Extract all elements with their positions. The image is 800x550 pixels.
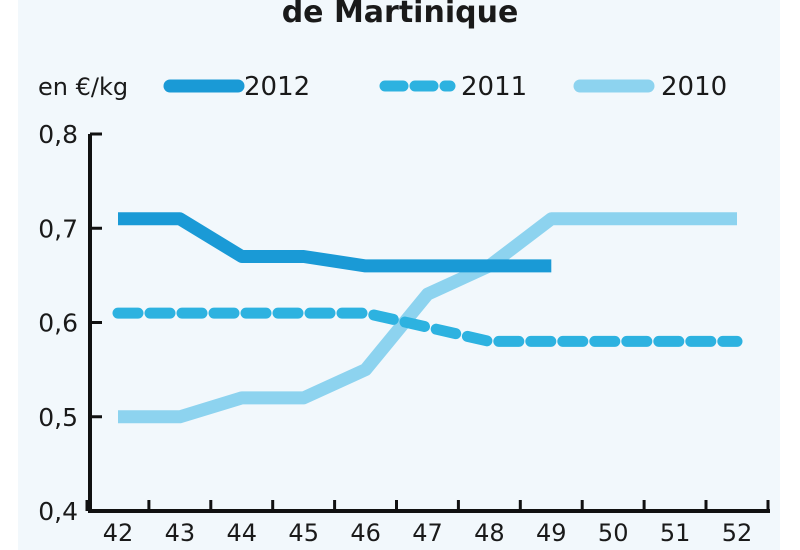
y-tick-label: 0,8 — [38, 120, 78, 149]
y-tick-label: 0,6 — [38, 309, 78, 338]
chart-title: de Martinique — [282, 0, 519, 30]
x-tick-label: 45 — [288, 519, 319, 547]
legend-label-2010: 2010 — [661, 72, 727, 102]
data-point-2010 — [116, 415, 120, 419]
data-point-2010 — [735, 217, 739, 221]
data-point-2012 — [116, 217, 120, 221]
data-point-2010 — [673, 217, 677, 221]
data-point-2010 — [240, 396, 244, 400]
x-tick-label: 42 — [103, 519, 134, 547]
data-point-2011 — [735, 339, 739, 343]
legend-label-2012: 2012 — [244, 72, 310, 102]
data-point-2011 — [364, 311, 368, 315]
x-tick-label: 51 — [660, 519, 691, 547]
data-point-2011 — [487, 339, 491, 343]
data-point-2010 — [611, 217, 615, 221]
x-tick-label: 47 — [412, 519, 443, 547]
series-line-2010 — [118, 212, 737, 424]
data-point-2011 — [302, 311, 306, 315]
data-point-2010 — [364, 368, 368, 372]
x-tick-label: 52 — [722, 519, 753, 547]
data-point-2010 — [302, 396, 306, 400]
data-point-2010 — [178, 415, 182, 419]
series-layer — [112, 212, 743, 424]
data-point-2012 — [240, 255, 244, 259]
panel-background — [18, 0, 780, 550]
data-point-2011 — [549, 339, 553, 343]
y-tick-label: 0,5 — [38, 403, 78, 432]
legend: 2012 2011 2010 — [163, 72, 727, 102]
data-point-2012 — [549, 264, 553, 268]
data-point-2012 — [364, 264, 368, 268]
x-tick-label: 43 — [165, 519, 196, 547]
data-point-2012 — [302, 255, 306, 259]
legend-label-2011: 2011 — [461, 72, 527, 102]
x-tick-label: 49 — [536, 519, 567, 547]
data-point-2012 — [178, 217, 182, 221]
y-tick-label: 0,4 — [38, 497, 78, 526]
data-point-2012 — [426, 264, 430, 268]
series-line-2011 — [112, 307, 743, 347]
x-tick-label: 44 — [227, 519, 258, 547]
data-point-2012 — [487, 264, 491, 268]
data-point-2010 — [426, 292, 430, 296]
ticks: 0,4 0,5 0,6 0,7 0,8 42 43 44 45 46 47 48 49 50 51 52 — [38, 120, 770, 547]
data-point-2011 — [116, 311, 120, 315]
x-tick-label: 50 — [598, 519, 629, 547]
data-point-2011 — [426, 325, 430, 329]
x-tick-label: 48 — [474, 519, 505, 547]
data-point-2011 — [673, 339, 677, 343]
data-point-2011 — [178, 311, 182, 315]
series-line-2012 — [118, 212, 552, 273]
unit-label: en €/kg — [38, 73, 128, 101]
data-point-2010 — [549, 217, 553, 221]
x-tick-label: 46 — [350, 519, 381, 547]
y-tick-label: 0,7 — [38, 214, 78, 243]
data-point-2011 — [611, 339, 615, 343]
data-point-2011 — [240, 311, 244, 315]
